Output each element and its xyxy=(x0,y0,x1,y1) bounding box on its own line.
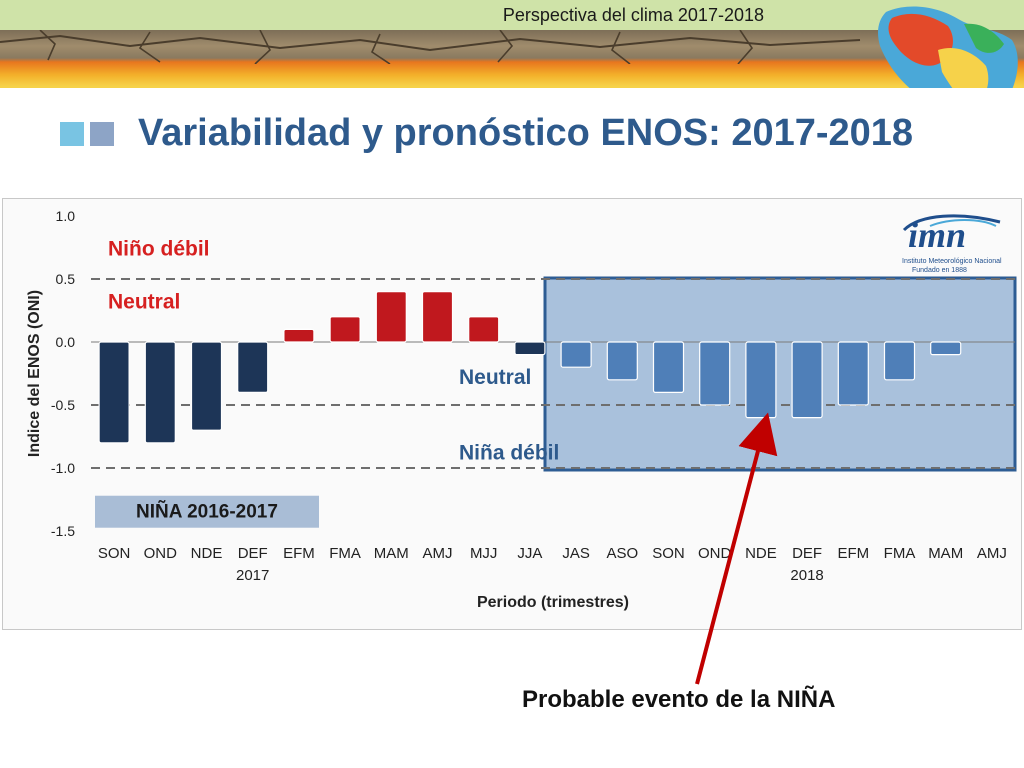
x-tick-label: FMA xyxy=(884,545,916,562)
event-label: NIÑA 2016-2017 xyxy=(136,501,278,523)
bar xyxy=(421,290,454,343)
bar xyxy=(514,341,546,356)
bar xyxy=(144,341,176,444)
logo-wordmark: imn xyxy=(908,215,967,255)
bullet-square-icon xyxy=(90,121,114,146)
bar xyxy=(791,341,823,419)
x-tick-label: EFM xyxy=(837,545,869,562)
slide-heading: Variabilidad y pronóstico ENOS: 2017-201… xyxy=(60,112,913,155)
banner-title: Perspectiva del clima 2017-2018 xyxy=(502,5,764,25)
x-tick-label: JAS xyxy=(562,545,590,562)
x-tick-label: SON xyxy=(98,545,131,562)
bar xyxy=(837,341,869,406)
forecast-caption: Probable evento de la NIÑA xyxy=(522,686,836,713)
header-banner: Perspectiva del clima 2017-2018 xyxy=(0,0,1024,88)
x-tick-label: DEF xyxy=(238,545,268,562)
zone-label: Niño débil xyxy=(108,238,210,261)
bar xyxy=(237,341,269,394)
costa-rica-map-image xyxy=(878,6,1018,88)
enos-chart-panel: NIÑA 2016-2017 1.0 0.5 0.0 -0.5 -1.0 -1.5 Indi… xyxy=(2,198,1022,630)
x-tick-label: MJJ xyxy=(470,545,498,562)
zone-label: Neutral xyxy=(108,290,180,313)
year-label: 2017 xyxy=(236,567,269,584)
x-tick-label: SON xyxy=(652,545,685,562)
x-tick-label: OND xyxy=(144,545,178,562)
y-tick-label: 0.5 xyxy=(56,271,76,287)
bar xyxy=(652,341,685,394)
bar xyxy=(329,316,361,343)
bar xyxy=(930,341,962,356)
cracked-earth-decoration xyxy=(0,30,861,64)
slide-title: Variabilidad y pronóstico ENOS: 2017-201… xyxy=(138,112,914,154)
x-tick-label: OND xyxy=(698,545,732,562)
x-tick-label: MAM xyxy=(928,545,963,562)
y-tick-label: -0.5 xyxy=(51,397,75,413)
year-label: 2018 xyxy=(790,567,823,584)
x-tick-label: DEF xyxy=(792,545,822,562)
bar xyxy=(606,341,638,381)
y-tick-label: -1.0 xyxy=(51,460,75,476)
bar xyxy=(98,341,130,444)
bar xyxy=(883,341,916,381)
logo-line2: Fundado en 1888 xyxy=(912,267,967,274)
bullet-square-icon xyxy=(60,121,84,146)
zone-label: Neutral xyxy=(459,366,531,389)
x-axis-title: Periodo (trimestres) xyxy=(477,594,629,611)
y-tick-label: 1.0 xyxy=(56,208,76,224)
enos-bar-chart: NIÑA 2016-2017 1.0 0.5 0.0 -0.5 -1.0 -1.5 Indi… xyxy=(26,208,1017,611)
y-tick-label: -1.5 xyxy=(51,523,75,539)
imn-logo: imn Instituto Meteorológico Nacional Fun… xyxy=(890,212,1010,276)
y-axis-title: Indice del ENOS (ONI) xyxy=(26,290,43,457)
zone-label: Niña débil xyxy=(459,442,559,465)
x-tick-label: AMJ xyxy=(423,545,453,562)
cloud-swoosh-icon xyxy=(902,214,1001,232)
event-label-box xyxy=(95,495,319,528)
bar xyxy=(560,341,592,368)
y-tick-label: 0.0 xyxy=(56,334,76,350)
x-tick-label: ASO xyxy=(606,545,638,562)
x-tick-label: MAM xyxy=(374,545,409,562)
x-tick-label: NDE xyxy=(745,545,777,562)
x-tick-label: JJA xyxy=(517,545,542,562)
bar xyxy=(190,341,223,431)
bar xyxy=(699,341,731,406)
x-tick-label: FMA xyxy=(329,545,361,562)
x-tick-label: EFM xyxy=(283,545,315,562)
bar xyxy=(745,341,777,419)
bar xyxy=(283,328,315,343)
x-tick-label: NDE xyxy=(191,545,223,562)
x-tick-label: AMJ xyxy=(977,545,1007,562)
logo-line1: Instituto Meteorológico Nacional xyxy=(902,258,1002,265)
bar xyxy=(375,290,407,343)
bar xyxy=(468,316,500,343)
